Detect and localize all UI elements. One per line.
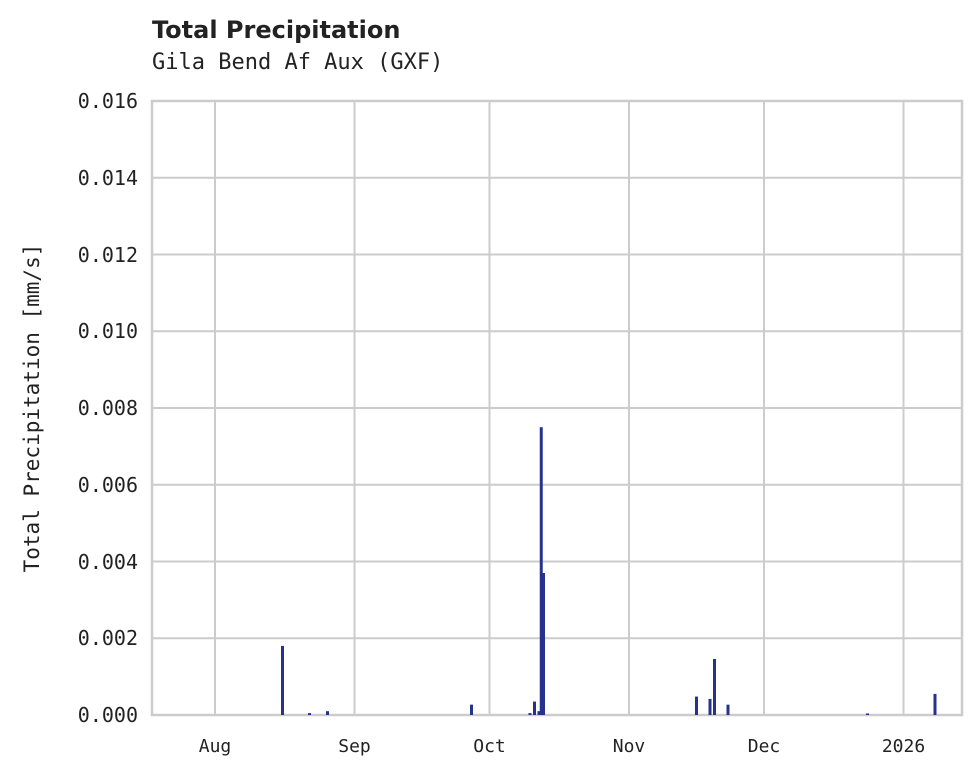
precip-bar — [470, 704, 473, 715]
y-tick-label: 0.016 — [77, 89, 138, 113]
y-tick-label: 0.002 — [77, 626, 138, 651]
precip-bar — [542, 573, 545, 715]
chart-subtitle: Gila Bend Af Aux (GXF) — [152, 50, 444, 75]
x-tick-label: Sep — [338, 736, 371, 757]
y-tick-label: 0.010 — [77, 319, 138, 344]
precip-bar — [308, 713, 311, 715]
precip-bar — [713, 658, 716, 715]
y-tick-label: 0.014 — [77, 165, 138, 190]
y-tick-label: 0.008 — [77, 396, 138, 420]
precip-bar — [537, 711, 541, 715]
chart-title: Total Precipitation — [152, 16, 401, 44]
plot-frame — [150, 99, 964, 717]
y-tick-label: 0.000 — [77, 703, 138, 727]
y-tick-label: 0.004 — [77, 549, 138, 574]
x-tick-label: Oct — [473, 736, 506, 757]
precip-bar — [533, 701, 536, 715]
x-tick-label: 2026 — [881, 736, 926, 757]
precip-bar — [708, 698, 712, 715]
precip-bar — [933, 693, 937, 715]
precip-bar — [726, 704, 730, 715]
precip-bar — [695, 696, 698, 715]
precip-bar — [326, 711, 329, 715]
x-tick-label: Nov — [612, 736, 646, 757]
precip-bar — [528, 713, 532, 715]
y-tick-label: 0.006 — [77, 472, 138, 497]
x-tick-label: Dec — [747, 736, 781, 757]
y-tick-label: 0.012 — [77, 242, 138, 267]
precip-bar — [281, 645, 284, 715]
precip-bar — [539, 427, 543, 715]
x-tick-label: Aug — [198, 736, 232, 757]
precip-bar — [866, 713, 869, 715]
